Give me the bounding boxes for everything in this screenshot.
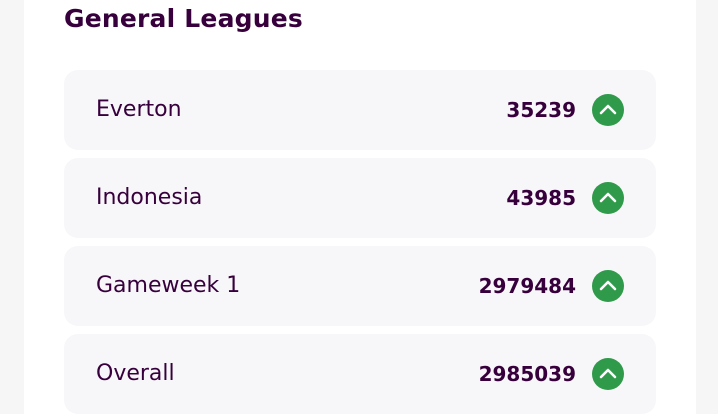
- rank-up-icon: [592, 94, 624, 126]
- league-rank: 43985: [506, 186, 576, 210]
- rank-up-icon: [592, 358, 624, 390]
- icon-chevron: [599, 104, 617, 115]
- icon-circle: [592, 94, 624, 126]
- leagues-panel: General Leagues Everton 35239 Indonesia 439…: [24, 0, 696, 414]
- icon-circle: [592, 182, 624, 214]
- league-row[interactable]: Overall 2985039: [64, 334, 656, 414]
- league-row[interactable]: Indonesia 43985: [64, 158, 656, 238]
- league-name: Gameweek 1: [96, 273, 241, 298]
- league-name: Overall: [96, 361, 175, 386]
- league-rank: 2985039: [478, 362, 576, 386]
- icon-chevron: [599, 192, 617, 203]
- section-title: General Leagues: [64, 4, 303, 33]
- league-name: Indonesia: [96, 185, 203, 210]
- league-rank: 35239: [506, 98, 576, 122]
- league-row[interactable]: Gameweek 1 2979484: [64, 246, 656, 326]
- league-rank: 2979484: [478, 274, 576, 298]
- icon-chevron: [599, 368, 617, 379]
- rank-up-icon: [592, 270, 624, 302]
- icon-chevron: [599, 280, 617, 291]
- icon-circle: [592, 358, 624, 390]
- rank-up-icon: [592, 182, 624, 214]
- icon-circle: [592, 270, 624, 302]
- league-row[interactable]: Everton 35239: [64, 70, 656, 150]
- league-name: Everton: [96, 97, 182, 122]
